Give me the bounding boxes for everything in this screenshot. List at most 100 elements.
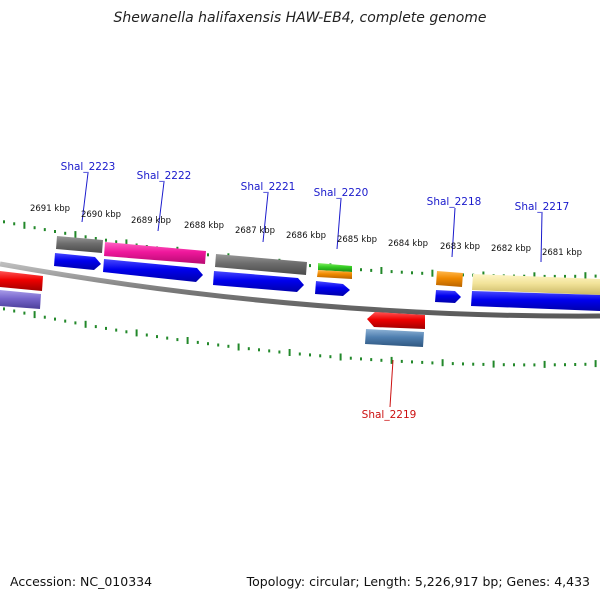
ruler-major-tick xyxy=(431,269,434,277)
ruler-minor-tick xyxy=(584,362,587,366)
ruler-minor-tick xyxy=(370,268,373,272)
ruler-minor-tick xyxy=(574,274,577,278)
ruler-minor-tick xyxy=(533,363,536,367)
ruler-minor-tick xyxy=(553,363,556,367)
ruler-minor-tick xyxy=(23,311,26,315)
ruler-major-tick xyxy=(135,329,138,337)
gene-feature-blue xyxy=(213,271,304,292)
ruler-minor-tick xyxy=(74,321,77,325)
ruler-minor-tick xyxy=(247,347,250,351)
ruler-minor-tick xyxy=(207,342,209,346)
ruler-minor-tick xyxy=(309,353,311,357)
ruler-minor-tick xyxy=(43,315,46,319)
gene-feature-gray xyxy=(215,254,307,275)
ruler-major-tick xyxy=(584,272,587,280)
ruler-minor-tick xyxy=(115,240,118,244)
ruler-major-tick xyxy=(594,360,597,368)
ruler-minor-tick xyxy=(360,268,362,272)
ruler-minor-tick xyxy=(370,358,373,362)
ruler-minor-tick xyxy=(380,358,383,362)
ruler-minor-tick xyxy=(64,231,67,235)
gene-feature-blue xyxy=(315,281,350,296)
genome-summary-text: Topology: circular; Length: 5,226,917 bp… xyxy=(246,574,590,589)
ruler-minor-tick xyxy=(156,335,158,339)
ruler-label: 2686 kbp xyxy=(286,231,326,241)
ruler-label: 2681 kbp xyxy=(542,248,582,258)
ruler-minor-tick xyxy=(564,363,566,367)
ruler-major-tick xyxy=(380,267,383,274)
ruler-minor-tick xyxy=(502,363,505,367)
gene-feature-red xyxy=(367,312,425,329)
ruler-minor-tick xyxy=(411,271,413,275)
ruler-major-tick xyxy=(23,221,26,229)
ruler-major-tick xyxy=(339,353,342,361)
genome-backbone xyxy=(0,261,600,319)
ruler-minor-tick xyxy=(258,348,260,352)
ruler-label: 2685 kbp xyxy=(337,235,377,245)
ruler-minor-tick xyxy=(400,359,403,363)
label-leaders xyxy=(81,172,543,408)
gene-feature-orange xyxy=(317,270,352,279)
map-title: Shewanella halifaxensis HAW-EB4, complet… xyxy=(113,10,487,26)
leader-line xyxy=(336,198,342,250)
ruler-minor-tick xyxy=(13,222,16,226)
ruler-minor-tick xyxy=(309,264,311,268)
leader-line xyxy=(81,172,89,223)
gene-feature-pink xyxy=(104,242,206,264)
ruler-label: 2691 kbp xyxy=(30,204,70,214)
ruler-minor-tick xyxy=(94,325,97,329)
ruler-label: 2689 kbp xyxy=(131,216,171,226)
ruler-major-tick xyxy=(533,272,536,280)
leader-line xyxy=(389,359,394,408)
gene-label: Shal_2217 xyxy=(515,201,570,213)
ruler-minor-tick xyxy=(84,235,87,239)
gene-label: Shal_2220 xyxy=(314,187,369,199)
ruler-minor-tick xyxy=(105,238,107,242)
ruler-minor-tick xyxy=(564,274,566,278)
ruler-major-tick xyxy=(288,349,291,356)
leader-line xyxy=(157,181,165,232)
ruler-minor-tick xyxy=(54,317,56,321)
gene-feature-purple xyxy=(0,290,41,309)
ruler-minor-tick xyxy=(574,363,577,366)
ruler-label: 2682 kbp xyxy=(491,244,531,254)
ruler-minor-tick xyxy=(115,328,118,332)
ruler-minor-tick xyxy=(462,362,464,366)
ruler-minor-tick xyxy=(349,356,352,360)
ruler-minor-tick xyxy=(421,271,424,275)
ruler-minor-tick xyxy=(268,349,271,353)
ruler-minor-tick xyxy=(298,352,301,356)
ruler-major-tick xyxy=(125,239,128,247)
ruler-major-tick xyxy=(84,320,87,328)
ruler-minor-tick xyxy=(207,253,209,257)
ruler-major-tick xyxy=(543,360,546,368)
gene-feature-green xyxy=(318,263,352,272)
ruler-minor-tick xyxy=(329,355,332,359)
ruler-minor-tick xyxy=(360,357,362,361)
ruler-minor-tick xyxy=(594,274,597,278)
ruler-minor-tick xyxy=(421,360,424,364)
ruler-label: 2690 kbp xyxy=(81,210,121,220)
gene-feature-gray xyxy=(56,236,103,253)
ruler-minor-tick xyxy=(43,228,46,232)
ruler-minor-tick xyxy=(227,344,230,348)
ruler-label: 2683 kbp xyxy=(440,242,480,252)
ruler-major-tick xyxy=(492,360,495,368)
ruler-minor-tick xyxy=(94,237,97,240)
gene-feature-steel xyxy=(365,329,424,347)
ruler-minor-tick xyxy=(54,230,56,233)
gene-feature-blue xyxy=(103,259,203,282)
ruler-minor-tick xyxy=(319,354,322,358)
ruler-minor-tick xyxy=(390,270,393,274)
gene-feature-blue xyxy=(471,291,600,311)
ruler-minor-tick xyxy=(411,360,413,364)
ruler-minor-tick xyxy=(482,362,485,366)
gene-label: Shal_2222 xyxy=(137,170,192,182)
ruler-minor-tick xyxy=(278,350,281,354)
accession-text: Accession: NC_010334 xyxy=(10,574,153,589)
gene-label: Shal_2219 xyxy=(362,409,417,421)
ruler-minor-tick xyxy=(13,309,16,313)
ruler-major-tick xyxy=(74,231,77,239)
